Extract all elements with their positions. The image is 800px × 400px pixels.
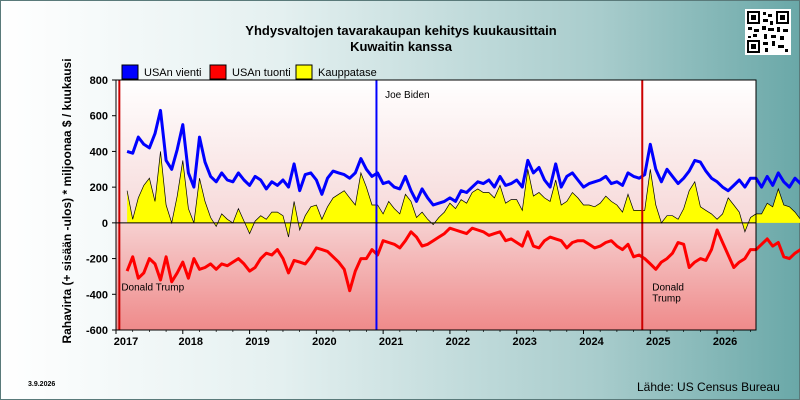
x-tick-label: 2021 bbox=[379, 336, 403, 348]
legend-swatch bbox=[295, 64, 313, 80]
balance-area-group bbox=[126, 151, 800, 238]
chart-subtitle: Kuwaitin kanssa bbox=[350, 39, 452, 54]
y-axis: 800 600 400 200 0 -200 -400 -600 bbox=[86, 75, 116, 337]
event-lines-group bbox=[118, 80, 644, 330]
x-tick-label: 2023 bbox=[512, 336, 536, 348]
legend: USAn vienti USAn tuonti Kauppatase bbox=[121, 64, 377, 80]
annotation-label: Joe Biden bbox=[385, 90, 429, 101]
x-tick-label: 2019 bbox=[245, 336, 269, 348]
y-tick-label: -200 bbox=[86, 254, 108, 266]
annotation-label: Donald Trump bbox=[121, 283, 184, 294]
x-tick-label: 2026 bbox=[713, 336, 737, 348]
series-line-vienti bbox=[126, 108, 800, 207]
y-tick-label: 400 bbox=[90, 146, 108, 158]
x-tick-label: 2018 bbox=[179, 336, 203, 348]
y-tick-label: 200 bbox=[90, 182, 108, 194]
qr-code-icon bbox=[745, 9, 791, 55]
y-tick-label: 800 bbox=[90, 75, 108, 87]
series-line-kauppatase bbox=[126, 151, 800, 238]
x-tick-label: 2025 bbox=[646, 336, 670, 348]
plot-background-negative bbox=[116, 222, 756, 330]
series-area-kauppatase bbox=[127, 151, 800, 238]
plot-background-positive bbox=[116, 80, 756, 223]
series-lines-group bbox=[125, 108, 800, 293]
legend-label: Kauppatase bbox=[318, 67, 377, 79]
legend-label: USAn tuonti bbox=[232, 67, 291, 79]
x-tick-label: 2017 bbox=[114, 336, 138, 348]
annotation-label: Trump bbox=[652, 293, 681, 304]
x-axis: 2017 2018 2019 2020 2021 2022 2023 2024 2025 2026 bbox=[114, 330, 751, 348]
y-tick-label: -600 bbox=[86, 325, 108, 337]
chart-title: Yhdysvaltojen tavarakaupan kehitys kuuka… bbox=[245, 23, 557, 38]
y-tick-label: 600 bbox=[90, 111, 108, 123]
source-label: Lähde: US Census Bureau bbox=[637, 380, 780, 394]
legend-swatch bbox=[209, 64, 227, 80]
plot-border bbox=[115, 79, 757, 331]
y-tick-label: -400 bbox=[86, 289, 108, 301]
annotation-label: Donald bbox=[652, 283, 684, 294]
x-tick-label: 2022 bbox=[446, 336, 470, 348]
x-tick-label: 2024 bbox=[579, 336, 604, 348]
date-stamp: 3.9.2026 bbox=[28, 381, 56, 388]
legend-label: USAn vienti bbox=[144, 67, 201, 79]
x-tick-label: 2020 bbox=[312, 336, 336, 348]
legend-swatch bbox=[121, 64, 139, 80]
y-tick-label: 0 bbox=[102, 218, 108, 230]
series-line-tuonti bbox=[125, 226, 800, 293]
